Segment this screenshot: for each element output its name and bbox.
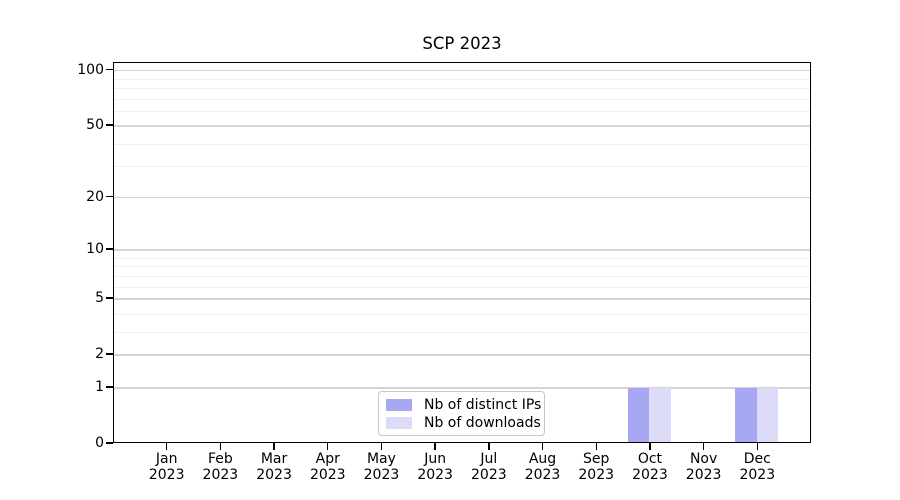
y-tick-label: 20 xyxy=(86,188,104,205)
major-gridline xyxy=(114,249,810,251)
legend: Nb of distinct IPs Nb of downloads xyxy=(378,391,545,436)
x-tick-label: Apr 2023 xyxy=(300,451,356,483)
x-tick-label: Nov 2023 xyxy=(676,451,732,483)
x-tick-year: 2023 xyxy=(417,467,453,483)
x-tick-month: Jan xyxy=(155,451,178,467)
y-tick-mark xyxy=(106,297,113,299)
y-tick-label: 2 xyxy=(95,346,104,363)
x-tick-label: Aug 2023 xyxy=(515,451,571,483)
y-tick-mark xyxy=(106,68,113,71)
x-tick-year: 2023 xyxy=(739,467,776,483)
y-tick-label: 100 xyxy=(77,61,104,78)
legend-item-downloads: Nb of downloads xyxy=(386,414,541,432)
x-tick-label: Feb 2023 xyxy=(192,451,248,483)
x-tick-label: May 2023 xyxy=(353,451,409,483)
legend-swatch-distinct-ips xyxy=(386,399,412,411)
x-tick-label: Mar 2023 xyxy=(246,451,302,483)
y-tick-mark xyxy=(106,248,113,250)
legend-swatch-downloads xyxy=(386,417,412,429)
x-tick-label: Jan 2023 xyxy=(139,451,195,483)
y-tick-label: 1 xyxy=(95,378,104,395)
chart-title: SCP 2023 xyxy=(422,34,502,53)
x-tick-year: 2023 xyxy=(524,467,561,483)
x-tick-month: Apr xyxy=(315,451,340,467)
y-tick-label: 0 xyxy=(95,435,104,451)
x-tick-month: Jun xyxy=(424,451,447,467)
x-tick-mark xyxy=(649,443,651,450)
bar-oct-2023-downloads xyxy=(649,387,671,443)
x-tick-mark xyxy=(273,443,275,450)
x-tick-month: Aug xyxy=(528,451,557,467)
x-tick-year: 2023 xyxy=(202,467,239,483)
x-tick-mark xyxy=(702,443,705,450)
minor-gridline xyxy=(114,286,810,288)
major-gridline xyxy=(114,298,810,300)
legend-item-distinct-ips: Nb of distinct IPs xyxy=(386,396,541,414)
x-tick-month: May xyxy=(366,451,396,467)
bar-dec-2023-downloads xyxy=(756,387,779,443)
y-tick-label: 50 xyxy=(86,116,104,133)
x-tick-mark xyxy=(434,443,436,450)
x-tick-month: Jul xyxy=(480,451,498,467)
x-tick-year: 2023 xyxy=(578,467,615,483)
x-tick-year: 2023 xyxy=(471,467,507,483)
x-tick-year: 2023 xyxy=(148,467,185,483)
x-tick-mark xyxy=(595,443,597,450)
minor-gridline xyxy=(114,111,810,113)
minor-gridline xyxy=(114,313,810,315)
x-tick-label: Dec 2023 xyxy=(729,451,785,483)
minor-gridline xyxy=(114,266,810,268)
x-tick-month: Nov xyxy=(689,451,718,467)
y-tick-mark xyxy=(106,386,113,388)
legend-label-downloads: Nb of downloads xyxy=(424,415,541,431)
minor-gridline xyxy=(114,166,810,168)
x-tick-year: 2023 xyxy=(363,467,400,483)
x-tick-month: Dec xyxy=(743,451,771,467)
y-tick-label: 10 xyxy=(86,241,104,257)
bar-oct-2023-distinct-ips xyxy=(627,387,650,443)
y-tick-mark xyxy=(106,442,113,444)
bar-dec-2023-distinct-ips xyxy=(735,387,757,443)
x-tick-label: Sep 2023 xyxy=(568,451,624,483)
x-tick-mark xyxy=(165,443,168,450)
x-tick-year: 2023 xyxy=(309,467,346,483)
x-tick-year: 2023 xyxy=(256,467,292,483)
y-tick-label: 5 xyxy=(95,290,104,307)
x-tick-mark xyxy=(327,443,329,450)
x-tick-month: Feb xyxy=(207,451,233,467)
minor-gridline xyxy=(114,275,810,277)
major-gridline xyxy=(114,196,810,199)
major-gridline xyxy=(114,69,810,72)
plot-area: Nb of distinct IPs Nb of downloads xyxy=(113,62,811,443)
minor-gridline xyxy=(114,79,810,81)
minor-gridline xyxy=(114,257,810,259)
x-tick-mark xyxy=(541,443,544,450)
x-tick-year: 2023 xyxy=(632,467,668,483)
y-tick-mark xyxy=(106,195,113,198)
x-tick-month: Oct xyxy=(637,451,663,467)
major-gridline xyxy=(114,387,810,389)
major-gridline xyxy=(114,125,810,127)
x-tick-mark xyxy=(380,443,383,450)
y-tick-mark xyxy=(106,353,113,355)
x-tick-mark xyxy=(488,443,490,450)
x-tick-year: 2023 xyxy=(685,467,722,483)
x-tick-label: Jun 2023 xyxy=(407,451,463,483)
x-tick-mark xyxy=(756,443,758,450)
x-tick-month: Mar xyxy=(260,451,288,467)
x-tick-label: Oct 2023 xyxy=(622,451,678,483)
minor-gridline xyxy=(114,88,810,90)
x-tick-mark xyxy=(219,443,222,450)
x-tick-month: Sep xyxy=(583,451,610,467)
y-tick-mark xyxy=(106,124,113,126)
legend-label-distinct-ips: Nb of distinct IPs xyxy=(424,397,542,413)
minor-gridline xyxy=(114,331,810,333)
major-gridline xyxy=(114,354,810,356)
x-tick-label: Jul 2023 xyxy=(461,451,517,483)
minor-gridline xyxy=(114,143,810,145)
minor-gridline xyxy=(114,99,810,101)
